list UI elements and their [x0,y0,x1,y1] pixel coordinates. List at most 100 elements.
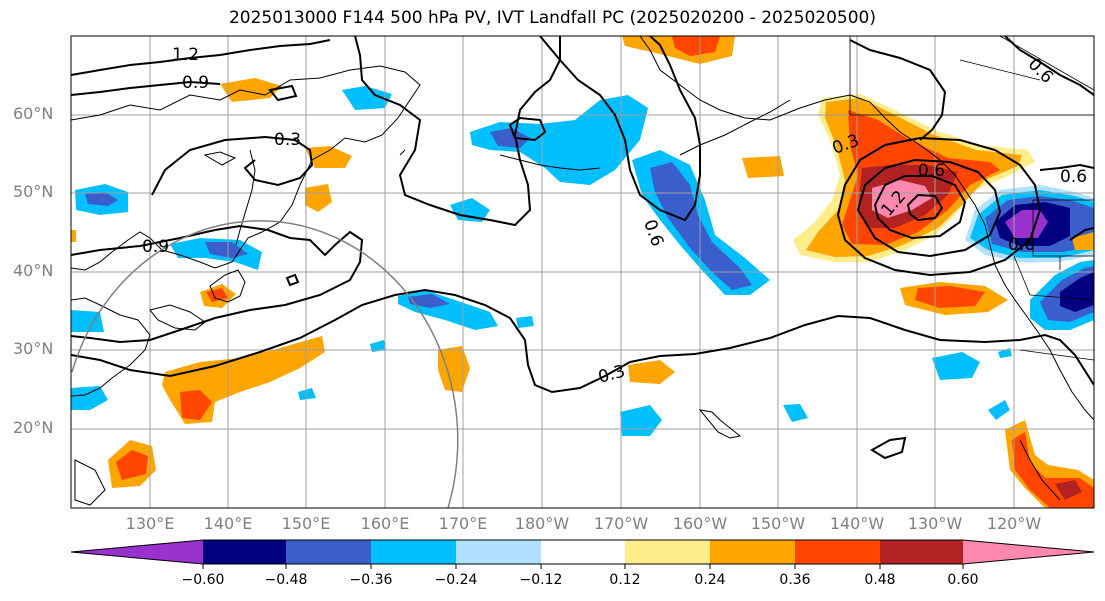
contour-0-9-w [71,224,364,344]
longitude-label: 170°W [593,514,649,533]
colorbar-swatch [371,540,457,564]
contour-0-3-ring [151,135,314,196]
colorbar-tick-label: 0.60 [947,572,979,588]
negative-anomaly-small-3 [516,316,534,328]
colorbar-swatch [541,540,625,564]
contour-alaska-loop [849,39,947,141]
contour-0-6-ne [1004,36,1094,96]
longitude-label: 170°E [438,514,488,533]
contour-0-9-gulf [873,175,967,240]
longitude-label: 150°W [750,514,806,533]
latitude-label: 60°N [13,104,54,123]
positive-anomaly-aleutians [742,156,784,178]
coastlines [71,36,1094,506]
contour-1-2-north [71,39,331,76]
contour-label: 0.9 [182,73,209,93]
longitude-label: 130°E [125,514,175,533]
contour-0-6-coast [1069,227,1094,241]
colorbar-swatch [710,540,796,564]
contour-small-japan [285,273,300,287]
contour-label: 0.3 [274,130,301,150]
positive-anomaly-mid-pacific [438,346,470,392]
contour-0-3-gulf [836,136,1042,277]
contour-label: 0.6 [1008,235,1035,255]
colorbar-tick-label: 0.48 [864,572,896,588]
contour-0-3-ring-bering [508,116,547,142]
latitude-label: 30°N [13,339,54,358]
positive-anomaly-okhotsk [220,78,282,102]
negative-anomaly-central-pacific-strong [650,162,752,290]
contour-pacific-loop [354,36,561,227]
positive-anomaly-philippine-strong [116,450,148,480]
negative-anomaly-siberia-strong [85,192,118,206]
colorbar-extend-right [963,540,1094,564]
positive-anomaly-hawaii-w [628,360,675,384]
longitude-label: 150°E [281,514,331,533]
colorbar-extend-left [71,540,203,564]
longitude-label: 160°W [672,514,728,533]
negative-anomaly-west-edge-2 [71,386,108,410]
colorbar-tick-label: −0.60 [181,572,225,588]
negative-anomaly-bering-strong [490,128,530,148]
negative-anomaly-bering [470,95,648,185]
shading-layer [71,36,1094,508]
longitude-label: 140°E [203,514,253,533]
positive-anomaly-mexico-dark [1055,480,1082,500]
contour-0-9-north [71,80,221,96]
colorbar-tick-label: 0.24 [694,572,726,588]
contour-label: 0.6 [918,161,945,181]
map-frame [70,35,1095,509]
longitude-label: 180°W [514,514,570,533]
positive-anomaly-nw-canada-strong [915,286,985,308]
colorbar-swatch [203,540,287,564]
contour-1-2-gulf [906,193,944,222]
contour-0-3-w [71,288,1094,394]
negative-anomaly-kamchatka [342,86,392,110]
range-circle [71,220,459,508]
contour-0-6-gulf [856,158,1002,258]
negative-anomaly-west-edge [71,310,104,332]
contour-small-subtropics [870,436,907,460]
contour-0-6-e [1039,163,1094,171]
map-title: 2025013000 F144 500 hPa PV, IVT Landfall… [228,8,876,28]
map-content [71,36,1094,508]
contour-0-6-central [539,36,701,222]
longitude-label: 160°E [360,514,410,533]
latitude-label: 20°N [13,418,54,437]
colorbar-tick-label: −0.36 [349,572,393,588]
positive-anomaly-arctic-strong [672,36,720,56]
colorbar-tick-label: −0.24 [434,572,478,588]
negative-anomaly-subtropics [932,352,980,380]
contour-label: 0.9 [142,237,169,257]
positive-anomaly-japan-s-strong [206,288,228,302]
colorbar-swatch [625,540,711,564]
contour-label: 1.2 [172,45,199,65]
colorbar-tick-label: −0.48 [264,572,308,588]
positive-anomaly-gulf-alaska-core [872,180,932,218]
negative-anomaly-small-1 [783,404,808,422]
longitude-label: 130°W [907,514,963,533]
longitude-label: 120°W [986,514,1042,533]
negative-anomaly-hawaii-n [620,405,662,436]
positive-anomaly-sakhalin [305,146,352,168]
positive-anomaly-japan-n [305,184,332,212]
longitude-label: 140°W [829,514,885,533]
colorbar-swatch [456,540,542,564]
negative-anomaly-small-2 [988,400,1010,420]
colorbar-swatch [880,540,964,564]
latitude-label: 40°N [13,261,54,280]
negative-anomaly-small-5 [370,340,386,352]
pv-contours [71,36,1094,460]
negative-anomaly-california-dark [1060,272,1094,312]
colorbar-swatch [795,540,881,564]
negative-anomaly-small-4 [298,388,316,400]
colorbar-tick-label: −0.12 [519,572,563,588]
colorbar-tick-label: 0.36 [779,572,811,588]
colorbar [70,539,1095,569]
borders [849,36,1094,361]
colorbar-swatch [286,540,372,564]
positive-anomaly-west-edge [71,230,76,242]
latitude-label: 50°N [13,182,54,201]
contour-nw-small [268,84,298,102]
